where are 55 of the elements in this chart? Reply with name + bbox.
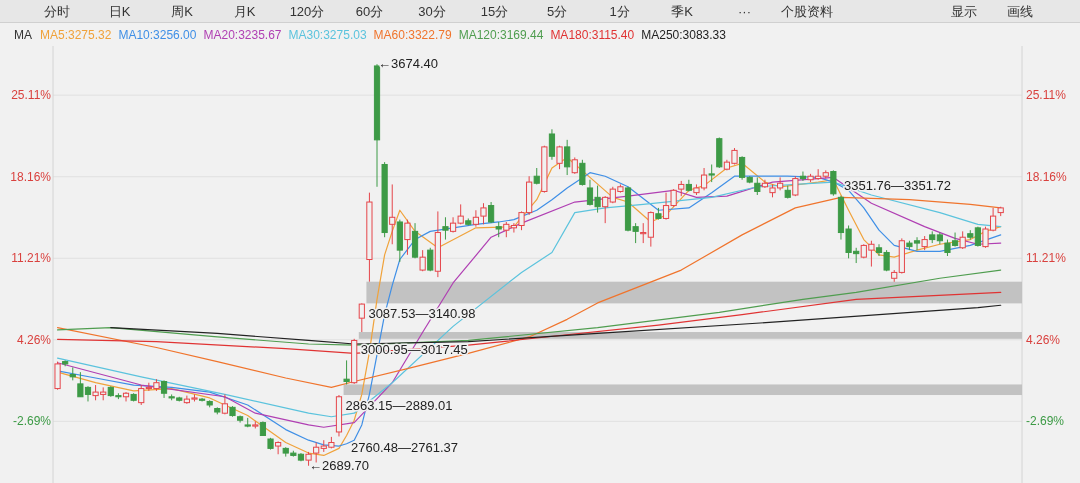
text: 月K bbox=[233, 4, 256, 19]
text: MA30:3275.03 bbox=[288, 28, 367, 42]
y-tick-label: 18.16% bbox=[10, 169, 52, 184]
legend-title: MA bbox=[14, 28, 32, 42]
text: MA180:3115.40 bbox=[550, 28, 635, 42]
candlestick bbox=[343, 359, 350, 385]
annotation: 2760.48—2761.37 bbox=[351, 440, 458, 455]
text: 季K bbox=[671, 4, 694, 19]
text: MA20:3235.67 bbox=[203, 28, 282, 42]
candlestick bbox=[640, 222, 647, 244]
text: 显示 bbox=[951, 4, 977, 19]
annotation: 3351.76—3351.72 bbox=[843, 177, 951, 193]
y-tick-label: -2.69% bbox=[12, 414, 52, 429]
y2-tick-label: 11.21% bbox=[1026, 251, 1067, 266]
text: 个股资料 bbox=[781, 4, 833, 19]
candlestick bbox=[358, 302, 365, 333]
text: 15分 bbox=[480, 4, 509, 19]
text: 30分 bbox=[418, 4, 446, 19]
text: 日K bbox=[108, 4, 131, 19]
text: ··· bbox=[738, 4, 751, 19]
y2-tick-label: 4.26% bbox=[1026, 332, 1061, 347]
candlestick bbox=[799, 171, 807, 182]
text: 1分 bbox=[609, 4, 630, 19]
candlestick bbox=[548, 128, 556, 161]
text: MA60:3322.79 bbox=[373, 28, 452, 42]
text: MA250:3083.33 bbox=[641, 28, 727, 42]
candlestick bbox=[389, 183, 396, 245]
text: MA5:3275.32 bbox=[40, 28, 112, 42]
y2-tick-label: 18.16% bbox=[1026, 169, 1068, 184]
text: 5分 bbox=[546, 4, 568, 19]
text: 分时 bbox=[44, 4, 70, 19]
annotation: ←3674.40 bbox=[378, 56, 438, 71]
text: 周K bbox=[171, 4, 194, 19]
y-tick-label: 4.26% bbox=[16, 332, 52, 347]
candlestick bbox=[480, 202, 487, 225]
candlestick bbox=[579, 159, 586, 187]
y-tick-label: 11.21% bbox=[11, 251, 52, 266]
text: 60分 bbox=[355, 4, 384, 19]
candlestick bbox=[830, 169, 837, 197]
candlestick bbox=[404, 219, 411, 256]
y2-tick-label: 25.11% bbox=[1026, 88, 1067, 103]
candlestick bbox=[602, 195, 609, 224]
candlestick bbox=[313, 442, 320, 463]
candlestick bbox=[442, 216, 449, 241]
y2-tick-label: -2.69% bbox=[1026, 414, 1065, 429]
text: 画线 bbox=[1007, 4, 1033, 19]
text: MA10:3256.00 bbox=[118, 28, 197, 42]
annotation: ←2689.70 bbox=[309, 458, 369, 473]
candlestick bbox=[564, 139, 571, 176]
candlestick bbox=[275, 440, 282, 455]
candlestick bbox=[472, 209, 479, 228]
text: 120分 bbox=[289, 4, 325, 19]
text: MA120:3169.44 bbox=[458, 28, 544, 42]
y-tick-label: 25.11% bbox=[11, 88, 52, 103]
candlestick bbox=[138, 384, 145, 406]
